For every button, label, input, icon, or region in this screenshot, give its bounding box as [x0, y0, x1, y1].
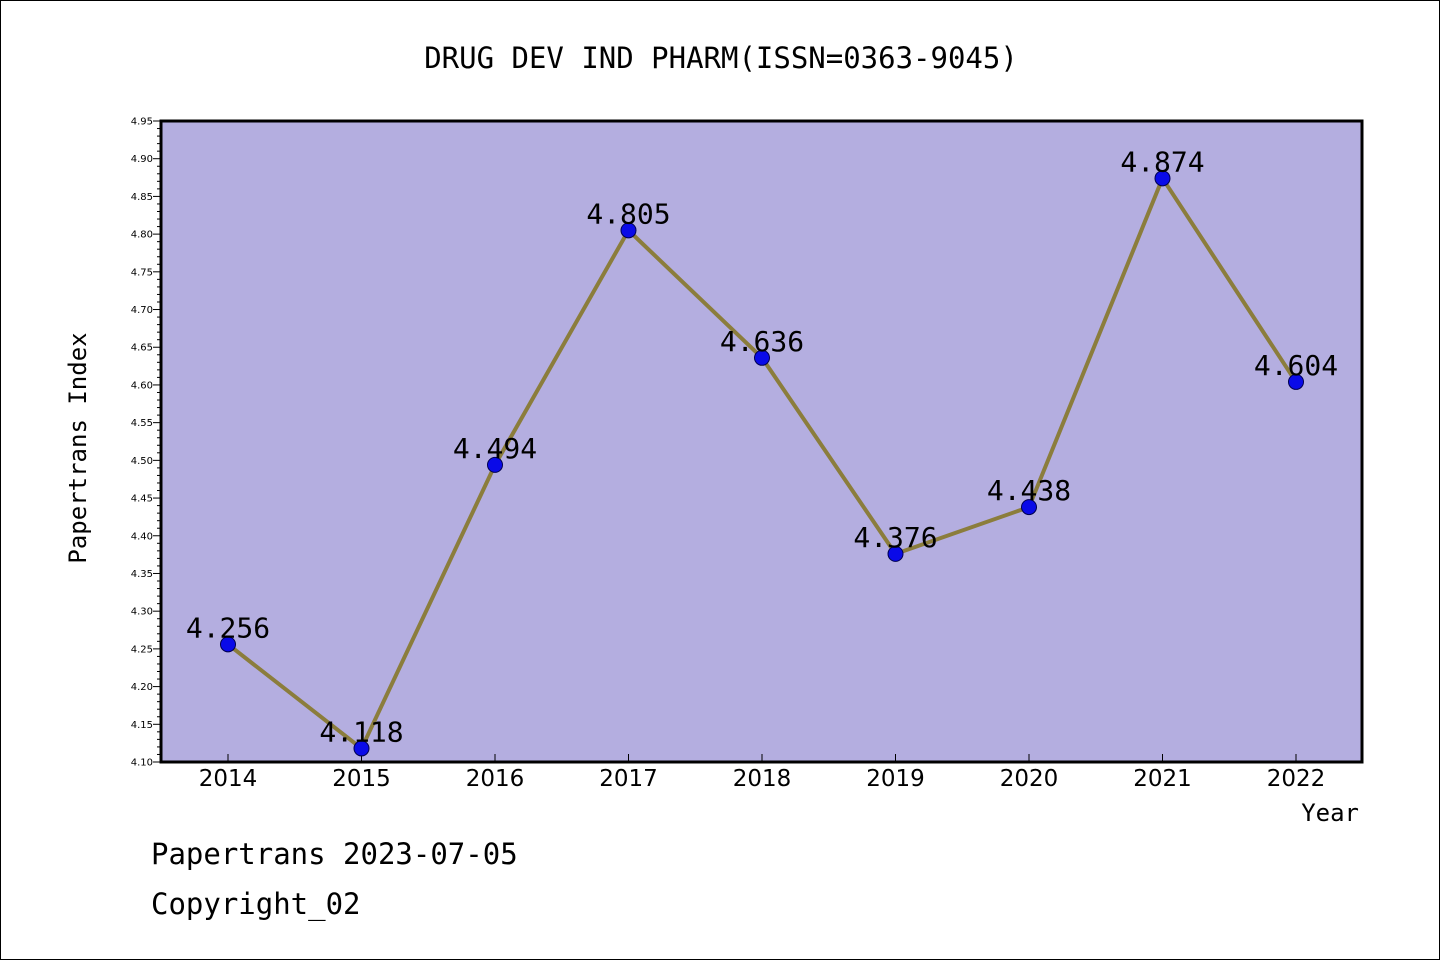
x-tick-label: 2015	[332, 766, 391, 792]
data-point-marker	[487, 456, 503, 473]
data-labels: 4.256 4.118 4.494 4.805 4.636 4.376 4.438 4.874…	[186, 145, 1338, 748]
data-point-marker	[1154, 170, 1171, 187]
x-tick-label: 2016	[466, 766, 525, 792]
plot-area	[161, 121, 1362, 762]
data-point-marker	[887, 545, 904, 562]
x-tick-label: 2017	[599, 766, 658, 792]
data-label: 4.636	[720, 325, 804, 358]
y-tick-label: 4.80	[131, 230, 153, 241]
data-point-marker	[754, 349, 770, 366]
x-axis-label: Year	[1301, 799, 1359, 827]
data-label: 4.874	[1120, 145, 1204, 178]
chart-title: DRUG DEV IND PHARM(ISSN=0363-9045)	[424, 41, 1018, 75]
x-tick-label: 2014	[199, 766, 258, 792]
data-label: 4.805	[586, 197, 670, 230]
y-tick-label: 4.90	[131, 154, 153, 165]
y-tick-label: 4.75	[131, 267, 153, 278]
y-tick-label: 4.35	[131, 569, 153, 580]
data-label: 4.604	[1254, 349, 1338, 382]
footer-copyright-text: Copyright_02	[151, 887, 361, 921]
y-axis-ticks: 4.10 4.15 4.20 4.25 4.30 4.35 4.40 4.45 4.50 4.55…	[131, 117, 161, 769]
y-tick-label: 4.45	[131, 494, 153, 505]
y-tick-label: 4.40	[131, 531, 153, 542]
data-label: 4.494	[453, 432, 537, 465]
y-tick-label: 4.15	[131, 720, 153, 731]
data-label: 4.256	[186, 611, 270, 644]
y-tick-label: 4.30	[131, 607, 153, 618]
x-tick-label: 2018	[733, 766, 792, 792]
data-label: 4.118	[319, 715, 403, 748]
plot-border	[159, 119, 1364, 764]
y-tick-label: 4.85	[131, 192, 153, 203]
data-point-marker	[1288, 373, 1304, 390]
x-tick-label: 2022	[1267, 766, 1326, 792]
data-point-marker	[220, 636, 236, 653]
data-point-marker	[353, 740, 370, 757]
y-tick-label: 4.25	[131, 644, 153, 655]
x-tick-label: 2020	[1000, 766, 1059, 792]
y-tick-label: 4.20	[131, 682, 153, 693]
y-tick-label: 4.50	[131, 456, 153, 467]
y-tick-label: 4.10	[131, 758, 153, 769]
data-point-marker	[1021, 499, 1037, 516]
y-tick-label: 4.60	[131, 380, 153, 391]
data-label: 4.376	[853, 521, 937, 554]
series-markers	[220, 170, 1304, 757]
x-tick-label: 2019	[866, 766, 925, 792]
y-tick-label: 4.55	[131, 418, 153, 429]
x-tick-label: 2021	[1133, 766, 1192, 792]
y-tick-label: 4.70	[131, 305, 153, 316]
x-axis-ticks: 2014 2015 2016 2017 2018 2019 2020 2021 2022	[199, 754, 1326, 792]
data-point-marker	[620, 222, 637, 239]
data-label: 4.438	[987, 474, 1071, 507]
y-tick-label: 4.95	[131, 117, 153, 128]
y-tick-label: 4.65	[131, 343, 153, 354]
footer-date-text: Papertrans 2023-07-05	[151, 837, 518, 871]
y-axis-label: Papertrans Index	[64, 332, 92, 563]
